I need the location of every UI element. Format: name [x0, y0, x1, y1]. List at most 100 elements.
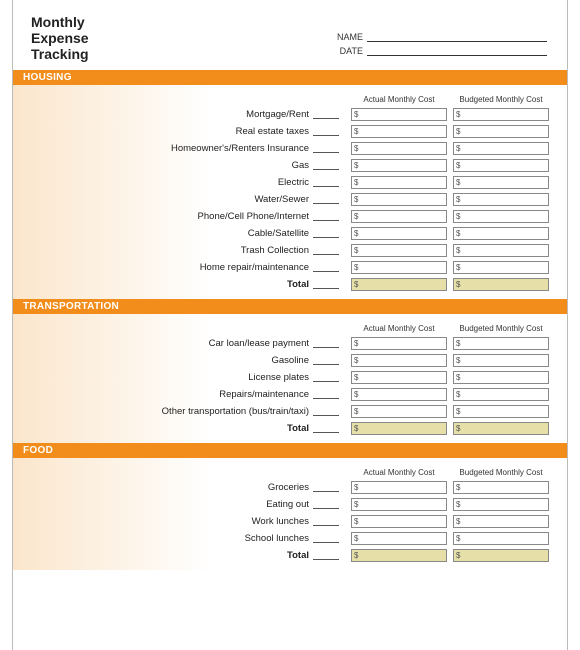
budgeted-cost-input[interactable]: $ — [453, 142, 549, 155]
row-underline — [313, 228, 339, 238]
actual-cost-input[interactable]: $ — [351, 193, 447, 206]
budgeted-total-cell: $ — [453, 549, 549, 562]
actual-total-cell: $ — [351, 278, 447, 291]
expense-row: Gasoline $ $ — [13, 352, 549, 368]
row-underline — [313, 160, 339, 170]
page-title: Monthly Expense Tracking — [31, 14, 89, 62]
actual-cost-input[interactable]: $ — [351, 227, 447, 240]
row-label: Gasoline — [272, 355, 314, 366]
row-label: Home repair/maintenance — [200, 262, 313, 273]
row-underline — [313, 262, 339, 272]
row-underline — [313, 550, 339, 560]
actual-cost-input[interactable]: $ — [351, 354, 447, 367]
row-label: Mortgage/Rent — [246, 109, 313, 120]
row-underline — [313, 355, 339, 365]
actual-cost-input[interactable]: $ — [351, 142, 447, 155]
actual-cost-input[interactable]: $ — [351, 210, 447, 223]
row-underline — [313, 533, 339, 543]
budgeted-cost-input[interactable]: $ — [453, 176, 549, 189]
row-label: Eating out — [266, 499, 313, 510]
name-input-line[interactable] — [367, 32, 547, 42]
budgeted-cost-input[interactable]: $ — [453, 159, 549, 172]
row-label: Real estate taxes — [236, 126, 313, 137]
row-label: Work lunches — [252, 516, 313, 527]
expense-row: Trash Collection$$ — [13, 242, 549, 258]
expense-row: Mortgage/Rent $ $ — [13, 106, 549, 122]
expense-row: Cable/Satellite$$ — [13, 225, 549, 241]
actual-total-cell: $ — [351, 422, 447, 435]
expense-row: Other transportation (bus/train/taxi) $ $ — [13, 403, 549, 419]
date-label: DATE — [333, 46, 367, 56]
row-label: Repairs/maintenance — [219, 389, 313, 400]
budgeted-cost-input[interactable]: $ — [453, 261, 549, 274]
column-headers: Actual Monthly Cost Budgeted Monthly Cost — [13, 464, 549, 479]
expense-row: Repairs/maintenance $ $ — [13, 386, 549, 402]
expense-row: Home repair/maintenance $ $ — [13, 259, 549, 275]
expense-row: Water/Sewer $ $ — [13, 191, 549, 207]
actual-cost-input[interactable]: $ — [351, 481, 447, 494]
col-header-actual: Actual Monthly Cost — [351, 95, 447, 104]
page: Monthly Expense Tracking NAME DATE HOUSI… — [12, 0, 568, 650]
budgeted-cost-input[interactable]: $ — [453, 210, 549, 223]
budgeted-cost-input[interactable]: $ — [453, 388, 549, 401]
row-label: Groceries — [268, 482, 313, 493]
actual-cost-input[interactable]: $ — [351, 405, 447, 418]
row-label: School lunches — [245, 533, 313, 544]
budgeted-cost-input[interactable]: $ — [453, 371, 549, 384]
section-bar: FOOD — [13, 443, 567, 458]
budgeted-cost-input[interactable]: $ — [453, 227, 549, 240]
row-underline — [313, 109, 339, 119]
row-underline — [313, 423, 339, 433]
actual-cost-input[interactable]: $ — [351, 532, 447, 545]
budgeted-cost-input[interactable]: $ — [453, 125, 549, 138]
total-label: Total — [287, 423, 313, 434]
actual-cost-input[interactable]: $ — [351, 337, 447, 350]
actual-cost-input[interactable]: $ — [351, 125, 447, 138]
expense-row: Groceries $ $ — [13, 479, 549, 495]
date-input-line[interactable] — [367, 46, 547, 56]
section-bar: HOUSING — [13, 70, 567, 85]
row-label: Other transportation (bus/train/taxi) — [162, 406, 313, 417]
col-header-budgeted: Budgeted Monthly Cost — [453, 468, 549, 477]
row-label: Water/Sewer — [254, 194, 313, 205]
actual-cost-input[interactable]: $ — [351, 159, 447, 172]
name-date-block: NAME DATE — [333, 14, 547, 62]
budgeted-total-cell: $ — [453, 422, 549, 435]
row-underline — [313, 499, 339, 509]
budgeted-cost-input[interactable]: $ — [453, 498, 549, 511]
actual-cost-input[interactable]: $ — [351, 498, 447, 511]
row-label: Phone/Cell Phone/Internet — [198, 211, 313, 222]
total-row: Total $ $ — [13, 276, 549, 292]
row-underline — [313, 279, 339, 289]
budgeted-cost-input[interactable]: $ — [453, 193, 549, 206]
actual-cost-input[interactable]: $ — [351, 108, 447, 121]
actual-cost-input[interactable]: $ — [351, 371, 447, 384]
budgeted-cost-input[interactable]: $ — [453, 244, 549, 257]
actual-cost-input[interactable]: $ — [351, 515, 447, 528]
budgeted-cost-input[interactable]: $ — [453, 354, 549, 367]
budgeted-cost-input[interactable]: $ — [453, 532, 549, 545]
title-line-1: Monthly — [31, 14, 89, 30]
row-underline — [313, 516, 339, 526]
section-body: Actual Monthly Cost Budgeted Monthly Cost… — [13, 85, 567, 299]
actual-cost-input[interactable]: $ — [351, 388, 447, 401]
budgeted-cost-input[interactable]: $ — [453, 108, 549, 121]
actual-cost-input[interactable]: $ — [351, 261, 447, 274]
section-bar: TRANSPORTATION — [13, 299, 567, 314]
title-line-3: Tracking — [31, 46, 89, 62]
budgeted-cost-input[interactable]: $ — [453, 405, 549, 418]
total-label: Total — [287, 279, 313, 290]
row-underline — [313, 126, 339, 136]
budgeted-cost-input[interactable]: $ — [453, 481, 549, 494]
col-header-budgeted: Budgeted Monthly Cost — [453, 95, 549, 104]
actual-cost-input[interactable]: $ — [351, 244, 447, 257]
row-underline — [313, 372, 339, 382]
budgeted-cost-input[interactable]: $ — [453, 515, 549, 528]
actual-cost-input[interactable]: $ — [351, 176, 447, 189]
row-underline — [313, 389, 339, 399]
budgeted-cost-input[interactable]: $ — [453, 337, 549, 350]
budgeted-total-cell: $ — [453, 278, 549, 291]
expense-row: Real estate taxes $ $ — [13, 123, 549, 139]
row-label: Electric — [278, 177, 313, 188]
col-header-actual: Actual Monthly Cost — [351, 468, 447, 477]
